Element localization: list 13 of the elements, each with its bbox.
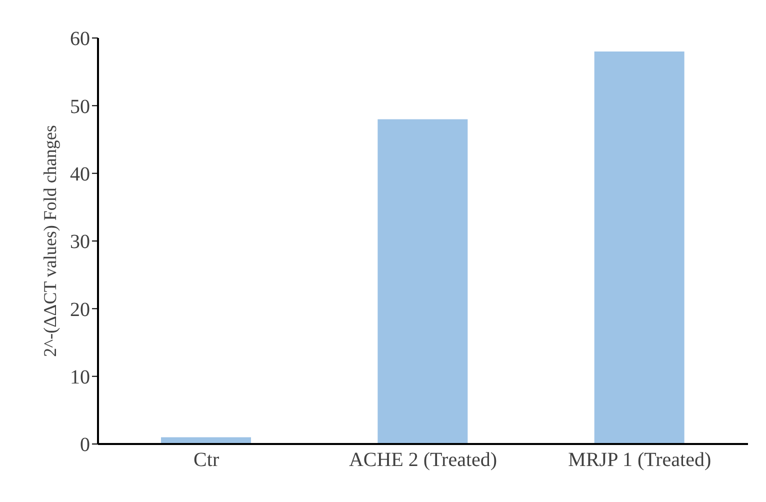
x-tick-label: Ctr (194, 449, 220, 472)
x-tick-label: ACHE 2 (Treated) (348, 449, 498, 472)
y-tick-label: 10 (70, 366, 90, 388)
bar (378, 119, 468, 444)
y-axis-title: 2^-(ΔΔCT values) Fold changes (40, 125, 60, 357)
x-tick-label: MRJP 1 (Treated) (568, 449, 712, 472)
y-tick-label: 40 (70, 163, 90, 186)
y-tick-label: 60 (70, 28, 90, 50)
y-tick-label: 50 (70, 96, 90, 118)
y-tick-label: 30 (70, 231, 90, 254)
bar (594, 52, 684, 444)
y-tick-label: 20 (70, 298, 90, 321)
y-tick-label: 0 (80, 434, 90, 456)
